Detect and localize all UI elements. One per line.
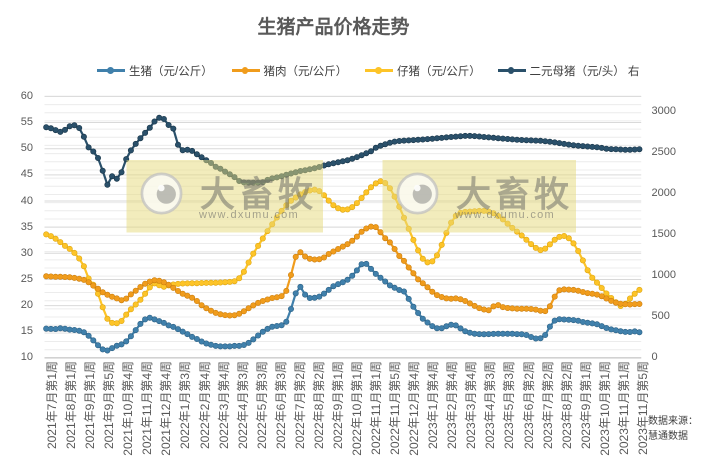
svg-text:www.dxumu.com: www.dxumu.com xyxy=(454,209,555,221)
svg-text:大畜牧: 大畜牧 xyxy=(456,176,573,215)
svg-text:www.dxumu.com: www.dxumu.com xyxy=(198,209,299,221)
svg-text:大畜牧: 大畜牧 xyxy=(200,176,317,215)
